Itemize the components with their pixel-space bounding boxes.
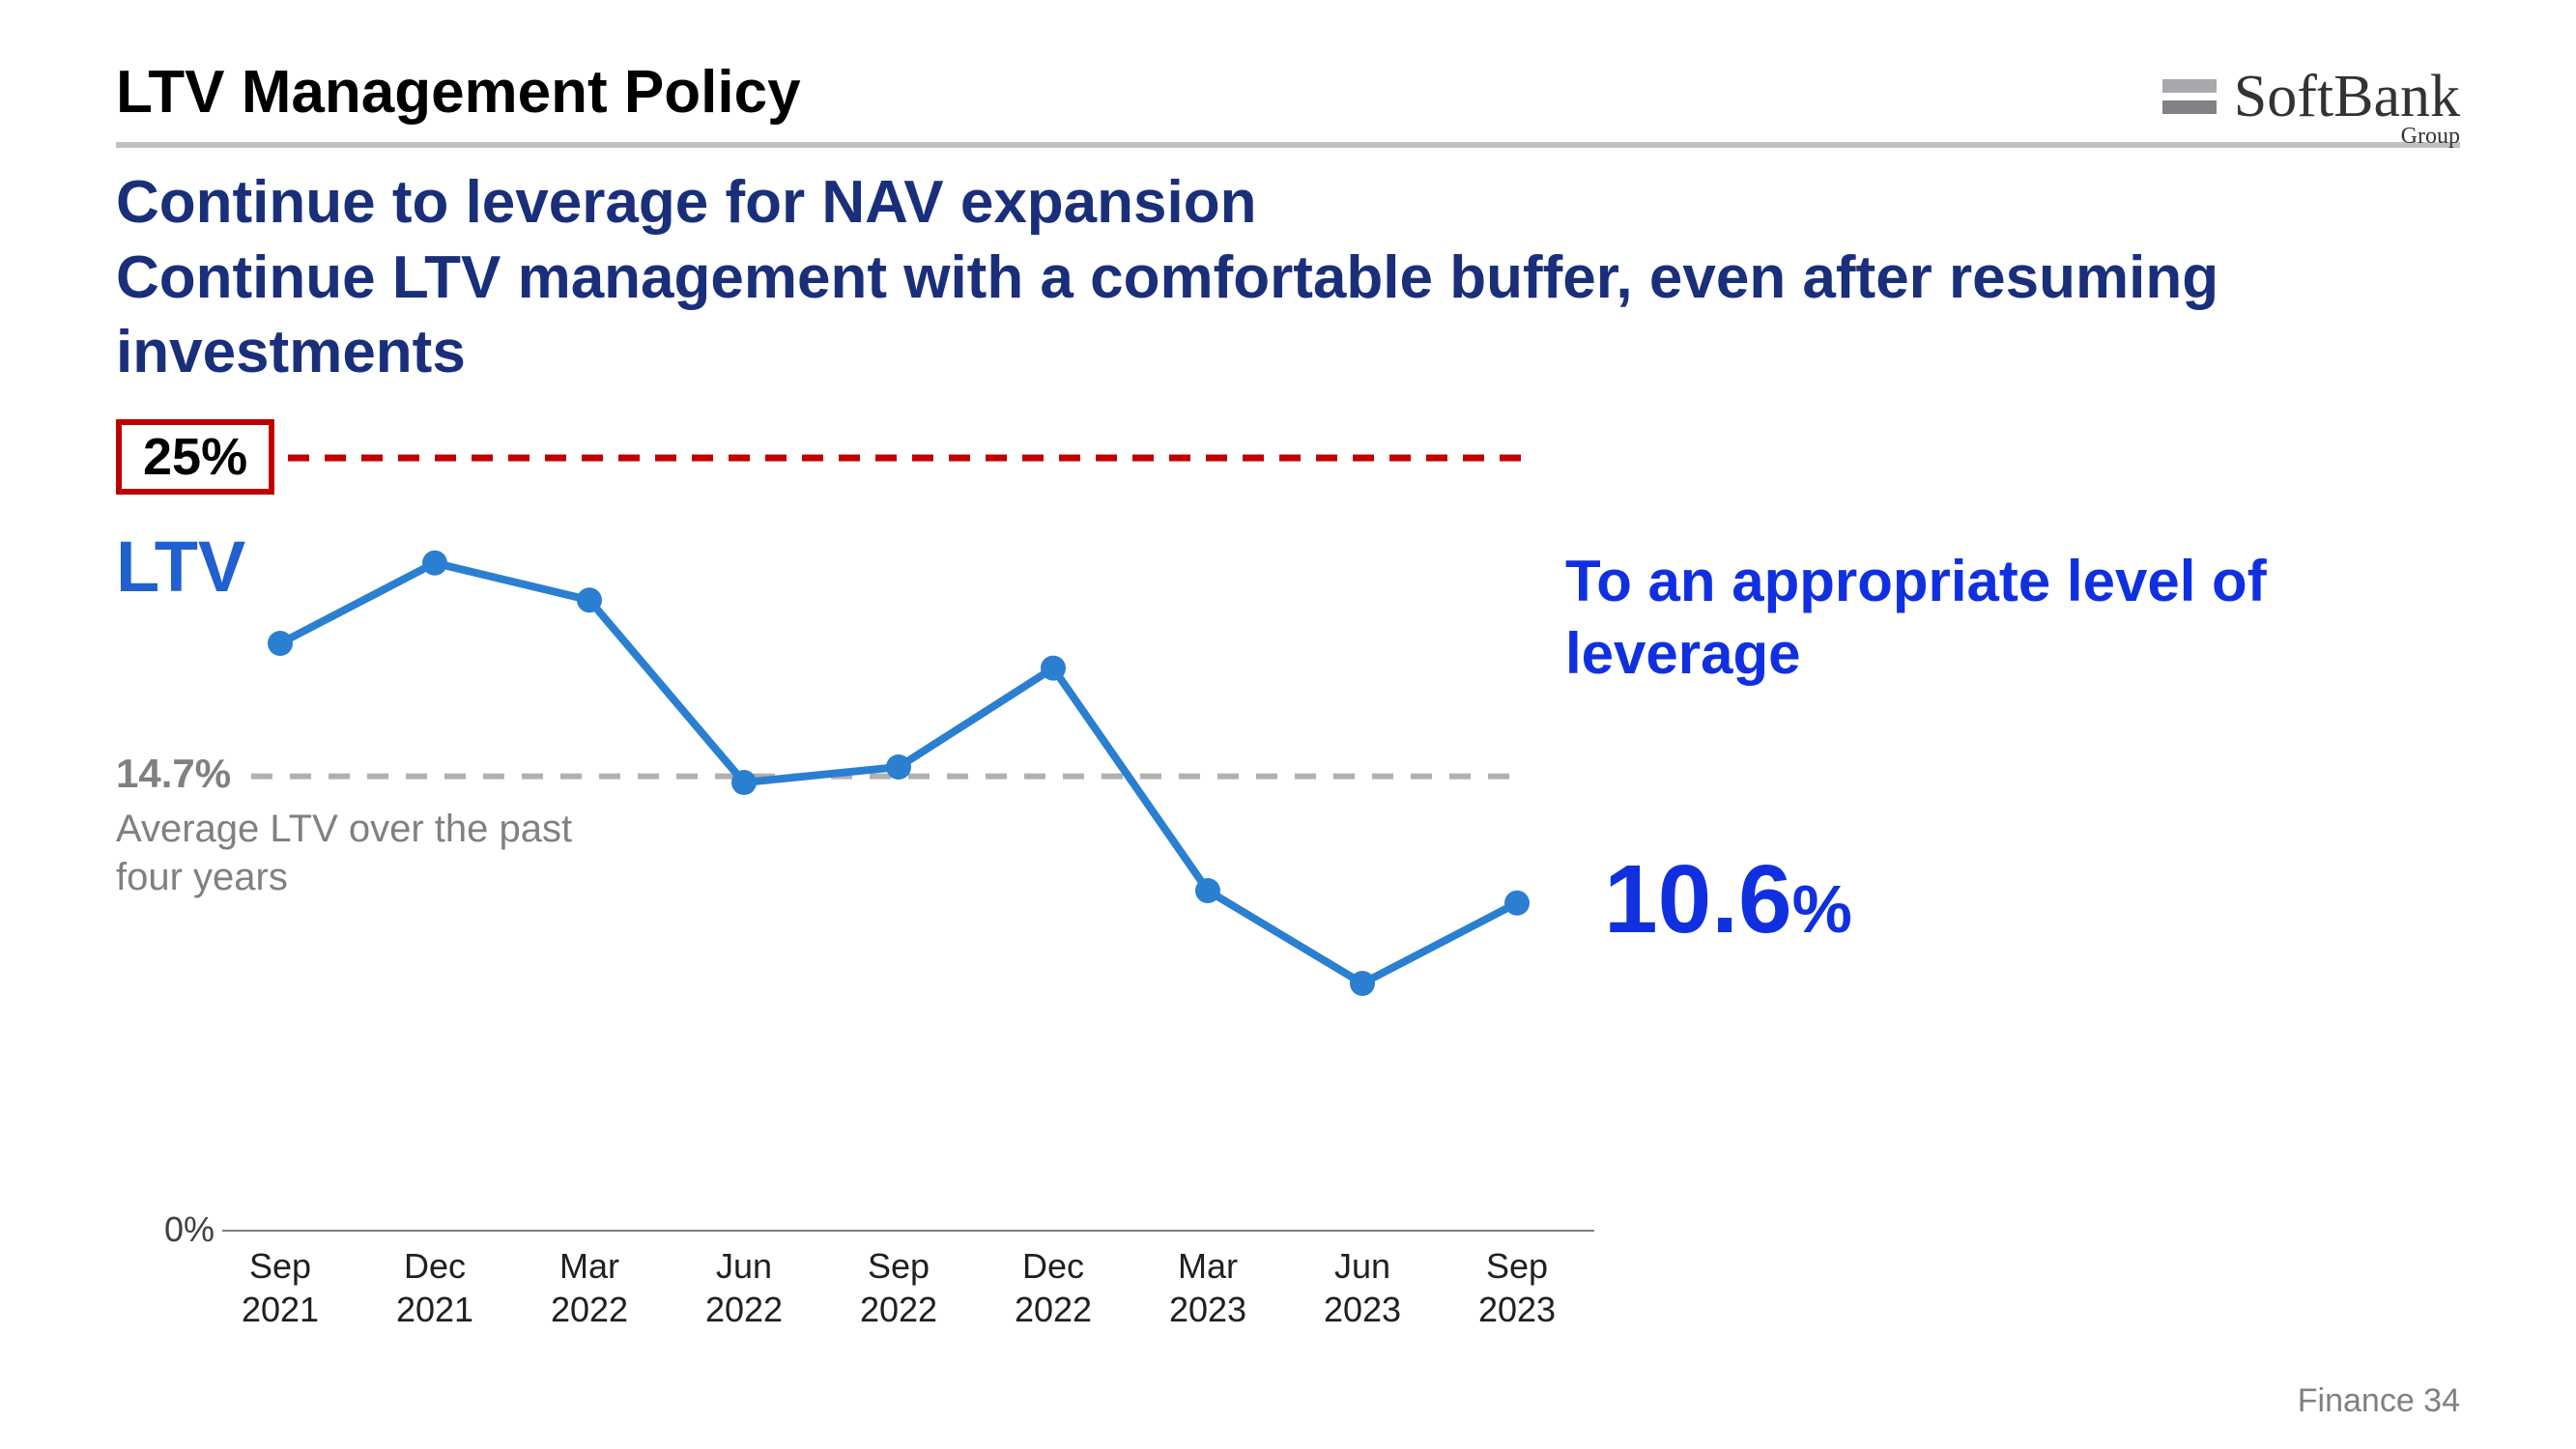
threshold-badge: 25% (116, 419, 274, 495)
softbank-logo: SoftBank Group (2162, 67, 2460, 127)
subheading: Continue to leverage for NAV expansion C… (116, 165, 2460, 390)
series-label-ltv: LTV (116, 526, 245, 608)
page-footer: Finance 34 (2298, 1382, 2460, 1420)
x-axis-tick-label: Jun2022 (667, 1244, 821, 1331)
ltv-chart-region: 25% LTV 14.7% Average LTV over the past … (116, 419, 2460, 1385)
x-axis-tick-label: Sep2023 (1440, 1244, 1594, 1331)
x-axis-tick-label: Sep2022 (821, 1244, 976, 1331)
average-value-label: 14.7% (116, 751, 231, 797)
x-axis-tick-label: Dec2022 (976, 1244, 1131, 1331)
x-axis-tick-label: Jun2023 (1285, 1244, 1440, 1331)
final-value-label: 10.6% (1604, 844, 1852, 955)
x-axis-tick-label: Dec2021 (358, 1244, 512, 1331)
x-axis-tick-label: Sep2021 (203, 1244, 358, 1331)
header-divider (116, 142, 2460, 148)
x-axis-tick-label: Mar2023 (1131, 1244, 1285, 1331)
logo-bars-icon (2162, 79, 2217, 114)
logo-text: SoftBank Group (2234, 67, 2460, 127)
appropriate-level-text: To an appropriate level of leverage (1565, 545, 2300, 690)
x-axis-labels: Sep2021Dec2021Mar2022Jun2022Sep2022Dec20… (203, 1244, 1594, 1331)
average-description: Average LTV over the past four years (116, 805, 618, 901)
x-axis-tick-label: Mar2022 (512, 1244, 667, 1331)
page-title: LTV Management Policy (116, 58, 801, 127)
